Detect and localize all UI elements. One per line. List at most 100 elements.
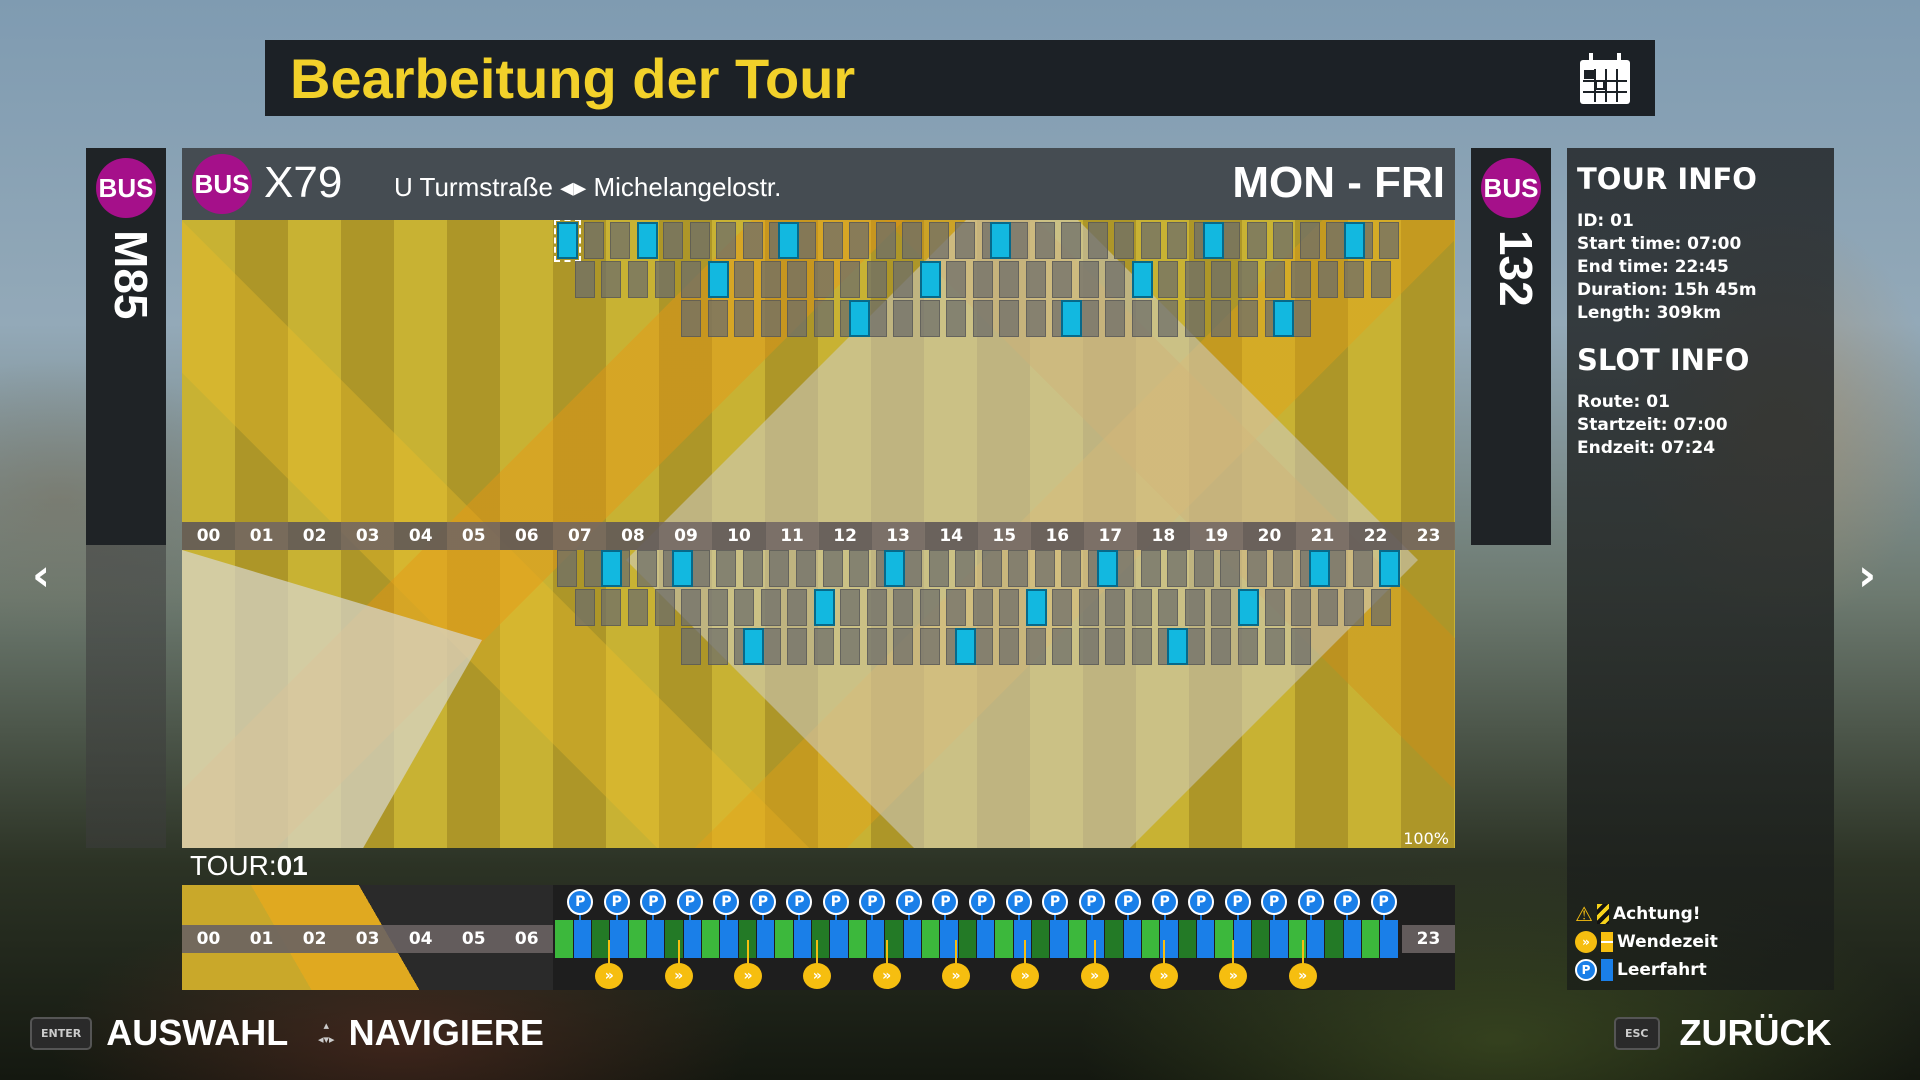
empty-run-slot[interactable] [742,628,764,665]
schedule-slot[interactable] [1317,261,1338,298]
schedule-slot[interactable] [610,222,631,259]
schedule-slot[interactable] [893,300,914,337]
parking-icon[interactable]: P [713,889,740,915]
schedule-slot[interactable] [1025,300,1046,337]
turnaround-icon[interactable]: » [664,963,693,989]
turnaround-icon[interactable]: » [803,963,832,989]
schedule-slot[interactable] [1211,628,1232,665]
schedule-slot[interactable] [601,261,622,298]
schedule-slot[interactable] [1344,261,1365,298]
schedule-slot[interactable] [1379,222,1400,259]
schedule-slot[interactable] [972,261,993,298]
schedule-slot[interactable] [813,628,834,665]
empty-run-slot[interactable] [1379,550,1401,587]
schedule-slot[interactable] [999,261,1020,298]
schedule-slot[interactable] [1211,300,1232,337]
schedule-slot[interactable] [919,589,940,626]
empty-run-slot[interactable] [1273,300,1295,337]
schedule-slot[interactable] [866,261,887,298]
parking-icon[interactable]: P [676,889,703,915]
parking-icon[interactable]: P [1151,889,1178,915]
turnaround-icon[interactable]: » [1288,963,1317,989]
schedule-slot[interactable] [849,222,870,259]
schedule-slot[interactable] [1291,261,1312,298]
schedule-slot[interactable] [946,300,967,337]
empty-run-slot[interactable] [1025,589,1047,626]
schedule-slot[interactable] [999,628,1020,665]
parking-icon[interactable]: P [1334,889,1361,915]
schedule-slot[interactable] [574,261,595,298]
parking-icon[interactable]: P [1078,889,1105,915]
schedule-slot[interactable] [787,300,808,337]
parking-icon[interactable]: P [1188,889,1215,915]
parking-icon[interactable]: P [1042,889,1069,915]
schedule-slot[interactable] [1087,222,1108,259]
empty-run-slot[interactable] [1131,261,1153,298]
schedule-slot[interactable] [1264,261,1285,298]
schedule-slot[interactable] [1211,589,1232,626]
schedule-slot[interactable] [1140,550,1161,587]
schedule-slot[interactable] [1052,628,1073,665]
schedule-slot[interactable] [1158,261,1179,298]
turnaround-icon[interactable]: » [1150,963,1179,989]
empty-run-slot[interactable] [955,628,977,665]
parking-icon[interactable]: P [603,889,630,915]
schedule-slot[interactable] [1167,222,1188,259]
schedule-slot[interactable] [1370,589,1391,626]
schedule-slot[interactable] [1105,589,1126,626]
schedule-slot[interactable] [999,300,1020,337]
empty-run-slot[interactable] [1344,222,1366,259]
turnaround-icon[interactable]: » [1011,963,1040,989]
parking-icon[interactable]: P [1115,889,1142,915]
schedule-slot[interactable] [787,261,808,298]
schedule-slot[interactable] [760,300,781,337]
schedule-slot[interactable] [1034,222,1055,259]
parking-icon[interactable]: P [640,889,667,915]
parking-icon[interactable]: P [859,889,886,915]
schedule-slot[interactable] [955,550,976,587]
empty-run-slot[interactable] [849,300,871,337]
empty-run-slot[interactable] [636,222,658,259]
parking-icon[interactable]: P [895,889,922,915]
schedule-chart[interactable]: 00 01 02 03 04 05 06 07 08 09 10 11 12 13 14 15 16 17 18 19… [182,220,1455,848]
schedule-slot[interactable] [840,589,861,626]
schedule-slot[interactable] [1025,261,1046,298]
schedule-slot[interactable] [1237,261,1258,298]
schedule-slot[interactable] [972,300,993,337]
next-arrow-icon[interactable]: › [1858,550,1877,601]
schedule-slot[interactable] [1184,300,1205,337]
schedule-slot[interactable] [1264,589,1285,626]
schedule-slot[interactable] [583,222,604,259]
schedule-slot[interactable] [1114,222,1135,259]
schedule-slot[interactable] [1344,589,1365,626]
schedule-slot[interactable] [902,222,923,259]
schedule-slot[interactable] [919,628,940,665]
empty-run-slot[interactable] [919,261,941,298]
schedule-slot[interactable] [813,261,834,298]
schedule-slot[interactable] [981,550,1002,587]
prev-line-panel[interactable]: BUS M85 [86,148,166,848]
schedule-slot[interactable] [636,550,657,587]
schedule-slot[interactable] [1291,589,1312,626]
turnaround-icon[interactable]: » [595,963,624,989]
select-hint[interactable]: ENTER AUSWAHL [30,1012,288,1054]
schedule-slot[interactable] [1264,628,1285,665]
schedule-slot[interactable] [1025,628,1046,665]
schedule-slot[interactable] [1158,300,1179,337]
schedule-slot[interactable] [1008,550,1029,587]
parking-icon[interactable]: P [822,889,849,915]
schedule-slot[interactable] [849,550,870,587]
schedule-slot[interactable] [813,300,834,337]
schedule-slot[interactable] [574,589,595,626]
schedule-slot[interactable] [663,222,684,259]
empty-run-slot[interactable] [1096,550,1118,587]
schedule-slot[interactable] [689,222,710,259]
parking-icon[interactable]: P [968,889,995,915]
schedule-slot[interactable] [1052,261,1073,298]
schedule-slot[interactable] [742,222,763,259]
schedule-slot[interactable] [1078,628,1099,665]
schedule-slot[interactable] [707,300,728,337]
turnaround-icon[interactable]: » [733,963,762,989]
schedule-slot[interactable] [1299,222,1320,259]
schedule-slot[interactable] [1140,222,1161,259]
